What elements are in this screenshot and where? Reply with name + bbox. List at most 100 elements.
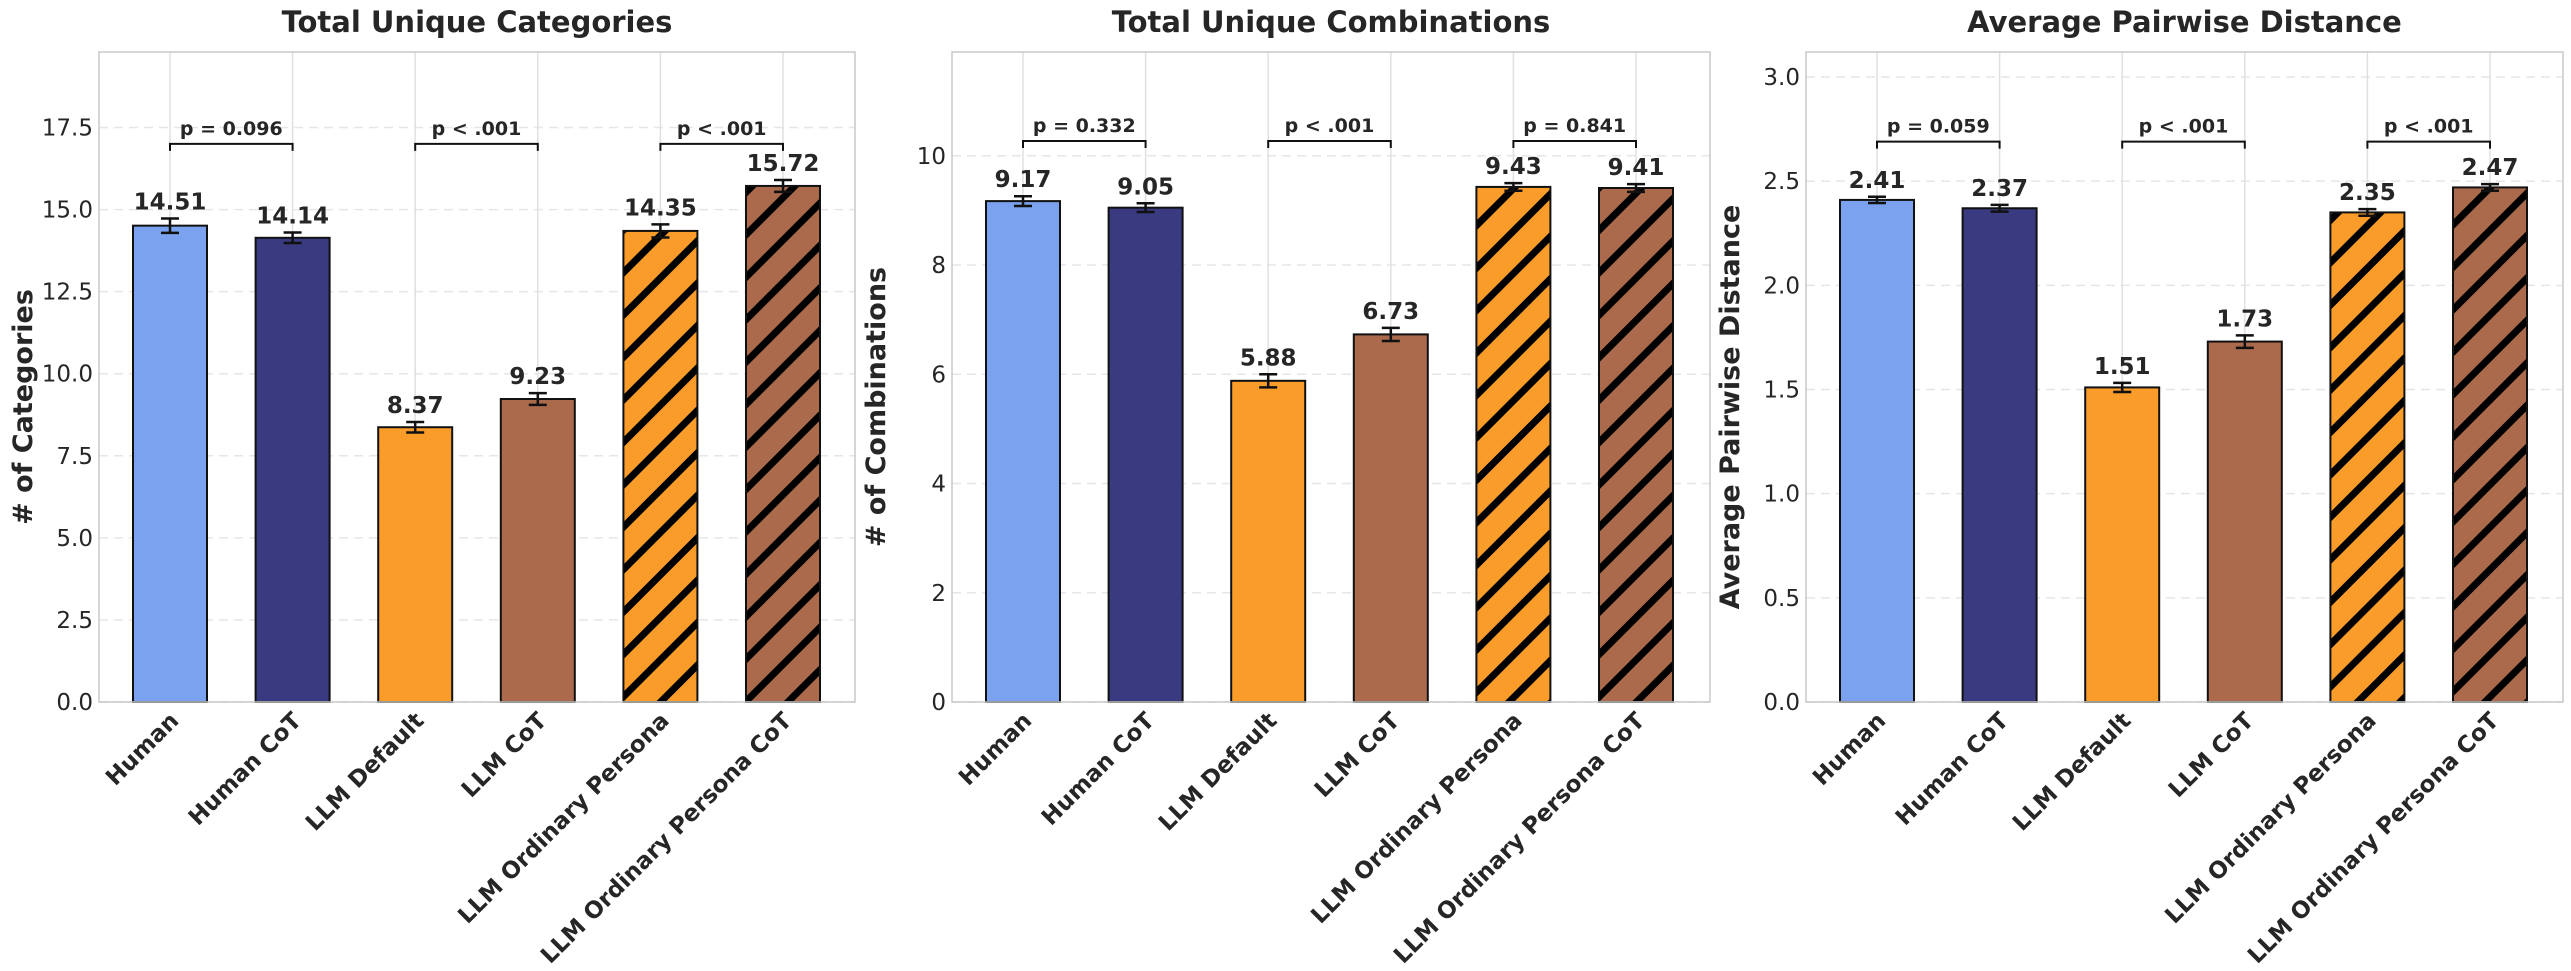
significance-bracket: p = 0.332: [1022, 115, 1147, 149]
error-bar: [283, 231, 302, 245]
bar-hatch: [1476, 186, 1551, 703]
x-tick-label: Human CoT: [1037, 708, 1160, 831]
chart-panel-3: 2.41 2.37 1.51 1.73 2.35 2.47 p = 0.059 p < .00…: [1715, 5, 2564, 969]
error-bar: [2235, 334, 2254, 350]
data-label: 2.35: [2339, 180, 2396, 206]
data-label: 9.43: [1485, 154, 1542, 180]
error-bar: [651, 223, 670, 239]
error-bar: [1014, 194, 1032, 208]
bar-hatch: [746, 185, 820, 702]
data-label: 9.05: [1117, 174, 1174, 200]
x-tick-label: LLM Ordinary Persona: [453, 708, 674, 929]
y-tick-label: 17.5: [42, 116, 93, 142]
error-bar: [1136, 202, 1155, 214]
bar-human-cot: [1962, 208, 2037, 702]
y-tick-label: 3.0: [1763, 65, 1800, 91]
data-label: 14.35: [624, 195, 697, 221]
chart-title: Total Unique Combinations: [1112, 5, 1551, 39]
x-tick-label: LLM Default: [301, 708, 429, 836]
significance-bracket: p < .001: [414, 118, 539, 151]
significance-bracket: p < .001: [1267, 115, 1392, 149]
bar-llm-cot: [1353, 334, 1428, 702]
y-tick-label: 7.5: [56, 444, 93, 470]
data-label: 1.51: [2094, 354, 2151, 380]
y-tick-label: 0.0: [1763, 690, 1800, 716]
significance-bracket: p < .001: [2121, 116, 2246, 149]
data-label: 1.73: [2216, 306, 2273, 332]
x-tick-label: LLM Ordinary Persona CoT: [1389, 708, 1650, 969]
chart-title: Total Unique Categories: [282, 5, 673, 39]
error-bar: [2113, 381, 2132, 394]
data-label: 14.14: [256, 204, 329, 230]
y-axis-label: # of Categories: [8, 289, 39, 525]
p-value-label: p < .001: [1285, 115, 1375, 137]
error-bar: [1990, 203, 2009, 213]
y-tick-label: 5.0: [56, 526, 93, 552]
x-tick-label: LLM Default: [2008, 708, 2136, 836]
x-tick-label: LLM Ordinary Persona CoT: [536, 708, 797, 969]
x-tick-label: Human: [954, 708, 1037, 791]
data-label: 2.41: [1849, 168, 1906, 194]
y-tick-label: 2.0: [1763, 273, 1800, 299]
chart-title: Average Pairwise Distance: [1967, 5, 2402, 39]
x-tick-label: LLM CoT: [2164, 708, 2259, 803]
bar-human: [986, 201, 1060, 702]
error-bar: [1381, 326, 1400, 343]
error-bar: [1868, 195, 1886, 205]
data-label: 2.37: [1971, 176, 2028, 202]
y-tick-label: 2.5: [56, 608, 93, 634]
significance-bracket: p = 0.096: [169, 118, 294, 151]
data-label: 9.41: [1608, 155, 1665, 181]
x-tick-label: Human CoT: [184, 708, 307, 831]
p-value-label: p = 0.841: [1523, 115, 1626, 137]
data-label: 5.88: [1240, 345, 1297, 371]
error-bar: [1259, 373, 1278, 389]
y-tick-label: 0: [931, 690, 946, 716]
y-tick-label: 10: [917, 144, 946, 170]
significance-bracket: p < .001: [2366, 116, 2491, 149]
bar-llm-cot: [500, 398, 575, 702]
bar-llm-default: [2085, 387, 2160, 702]
significance-bracket: p < .001: [659, 118, 784, 151]
y-tick-label: 0.0: [56, 690, 93, 716]
error-bar: [2358, 207, 2377, 217]
significance-bracket: p = 0.841: [1512, 115, 1637, 149]
data-label: 9.23: [509, 364, 566, 390]
error-bar: [528, 391, 547, 407]
bar-llm-cot: [2207, 341, 2282, 702]
y-tick-label: 1.5: [1763, 378, 1800, 404]
x-tick-label: Human CoT: [1891, 708, 2014, 831]
significance-bracket: p = 0.059: [1876, 116, 2001, 149]
plot-frame: [951, 51, 1711, 703]
x-tick-label: Human: [101, 708, 184, 791]
x-tick-label: LLM Ordinary Persona: [1306, 708, 1527, 929]
bar-human: [1840, 199, 1914, 702]
bar-llm-default: [378, 427, 453, 702]
y-tick-label: 6: [931, 362, 946, 388]
p-value-label: p < .001: [432, 118, 522, 140]
y-tick-label: 0.5: [1763, 586, 1800, 612]
data-label: 15.72: [747, 151, 820, 177]
error-bar: [1504, 181, 1523, 192]
error-bar: [2481, 182, 2499, 192]
y-tick-label: 8: [931, 253, 946, 279]
data-label: 9.17: [995, 167, 1052, 193]
p-value-label: p = 0.332: [1033, 115, 1136, 137]
bar-human-cot: [255, 237, 330, 702]
error-bar: [161, 217, 179, 235]
y-tick-label: 10.0: [42, 362, 93, 388]
data-label: 8.37: [387, 393, 444, 419]
error-bar: [774, 178, 792, 194]
y-tick-label: 15.0: [42, 198, 93, 224]
p-value-label: p = 0.096: [180, 118, 283, 140]
chart-panel-1: 14.51 14.14 8.37 9.23 14.35 15.72 p = 0.096 p <…: [8, 5, 856, 969]
x-tick-label: LLM Ordinary Persona CoT: [2243, 708, 2504, 969]
data-label: 6.73: [1362, 299, 1419, 325]
y-tick-label: 4: [931, 472, 946, 498]
bar-hatch: [2330, 212, 2405, 702]
bar-llm-default: [1231, 380, 1306, 702]
error-bar: [406, 420, 425, 434]
p-value-label: p = 0.059: [1887, 116, 1990, 138]
x-tick-label: LLM CoT: [457, 708, 552, 803]
y-axis-label: Average Pairwise Distance: [1715, 205, 1746, 610]
